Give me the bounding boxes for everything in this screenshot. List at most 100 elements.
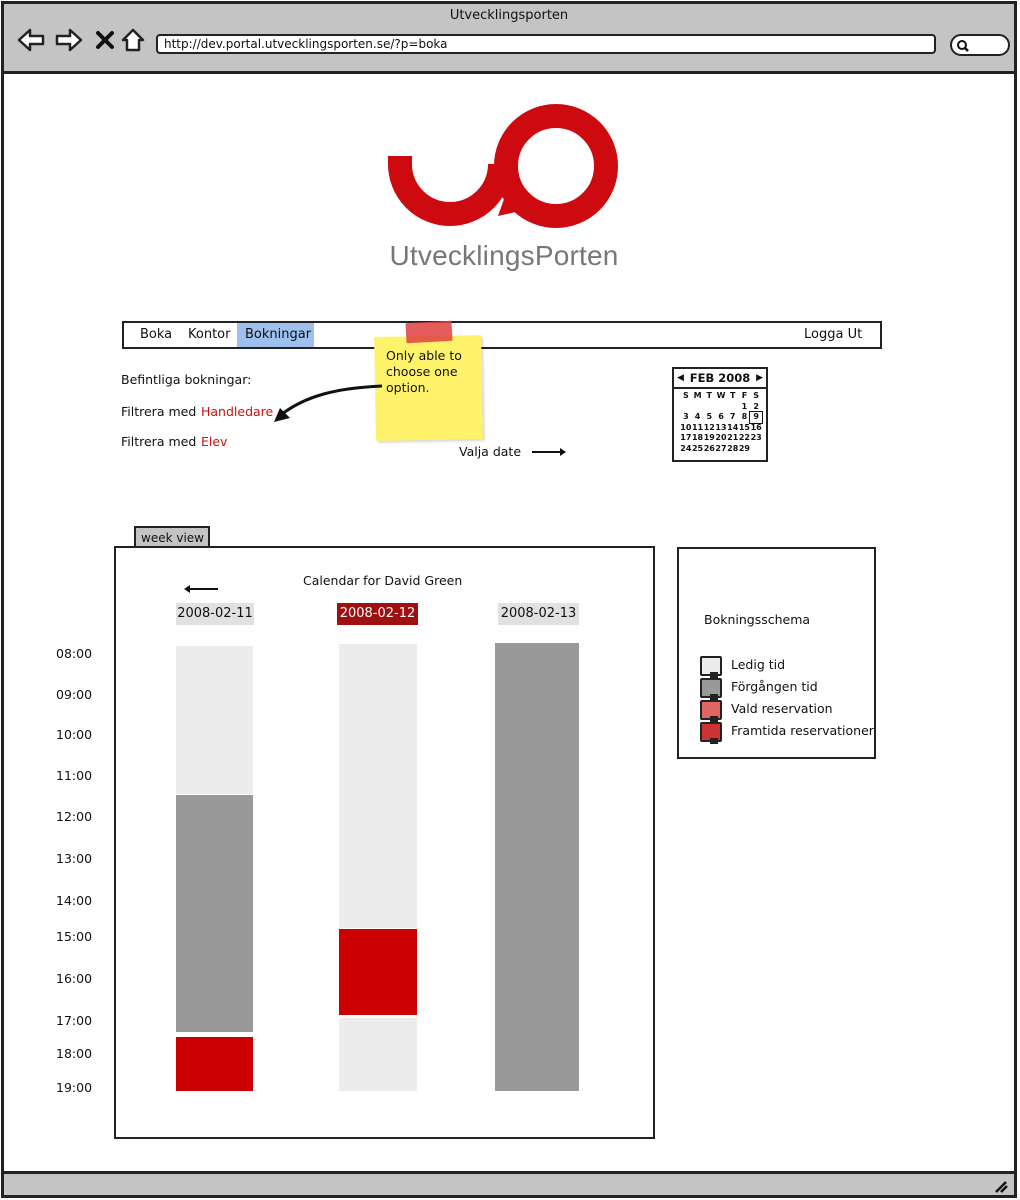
date-header-2[interactable]: 2008-02-12 — [337, 603, 418, 625]
calendar-grid: S M T W T F S 1 2 3 4 5 6 7 8 9 10 11 12 13 14 15 16 17 18 19 20 21… — [680, 391, 763, 454]
utvecklingsporten-logo — [388, 104, 618, 228]
calendar-day — [680, 402, 692, 413]
logout-link[interactable]: Logga Ut — [804, 327, 863, 342]
time-label: 12:00 — [56, 809, 93, 824]
next-month-icon[interactable]: ▶ — [756, 373, 763, 383]
time-label: 09:00 — [56, 687, 93, 702]
calendar-day[interactable]: 4 — [694, 412, 701, 421]
time-label: 15:00 — [56, 929, 93, 944]
calendar-month: FEB 2008 — [689, 371, 751, 385]
calendar-day[interactable]: 1 — [741, 401, 748, 411]
slot-vald[interactable] — [339, 929, 417, 1015]
calendar-title: Calendar for David Green — [303, 573, 463, 588]
calendar-day[interactable]: 29 — [738, 443, 750, 453]
arrow-right-icon — [532, 448, 566, 456]
calendar-day[interactable]: 6 — [718, 412, 724, 421]
calendar-day[interactable]: 2 — [753, 401, 759, 411]
calendar-day[interactable]: 25 — [691, 443, 704, 453]
menu-item-boka[interactable]: Boka — [140, 327, 173, 342]
prev-week-arrow-icon[interactable] — [180, 582, 220, 596]
menu-item-bokningar[interactable]: Bokningar — [237, 323, 314, 347]
calendar-day[interactable]: 10 — [680, 422, 692, 432]
window-title: Utvecklingsporten — [449, 8, 569, 23]
calendar-day[interactable]: 20 — [715, 433, 727, 442]
date-header-1[interactable]: 2008-02-11 — [176, 603, 254, 625]
calendar-day[interactable]: 23 — [750, 433, 762, 442]
calendar-day[interactable]: 12 — [703, 422, 715, 432]
time-label: 16:00 — [56, 971, 93, 986]
calendar-day[interactable]: 11 — [691, 422, 704, 432]
slot-framtida[interactable] — [176, 1037, 253, 1091]
sticky-tape — [405, 320, 453, 344]
calendar-day[interactable]: 18 — [691, 433, 704, 442]
legend-label-framtida: Framtida reservationer — [731, 723, 874, 738]
filter-elev-link[interactable]: Elev — [201, 434, 228, 449]
calendar-day[interactable]: 14 — [727, 422, 739, 432]
filter-label-2: Filtrera med — [121, 434, 197, 449]
weekday-label: S — [682, 391, 689, 400]
status-bar — [4, 1171, 1014, 1195]
calendar-day[interactable]: 8 — [741, 412, 748, 421]
back-icon[interactable] — [16, 25, 46, 55]
browser-toolbar: Utvecklingsporten http://dev.portal.utve… — [4, 4, 1014, 74]
slot-forgangen — [176, 795, 253, 1032]
calendar-day[interactable]: 26 — [703, 443, 715, 453]
sticky-note-text: Only able to choose one option. — [386, 348, 462, 395]
search-field[interactable] — [950, 34, 1010, 56]
date-header-3[interactable]: 2008-02-13 — [498, 603, 579, 625]
forward-icon[interactable] — [54, 25, 84, 55]
existing-bookings-label: Befintliga bokningar: — [121, 372, 252, 387]
menu-item-kontor[interactable]: Kontor — [188, 327, 231, 342]
date-picker-calendar[interactable]: ◀ FEB 2008 ▶ S M T W T F S 1 2 3 4 5 6 7 8 9 10 11 12 13 14 1… — [672, 367, 768, 462]
slot-ledig[interactable] — [176, 646, 253, 794]
calendar-day[interactable]: 22 — [738, 433, 750, 442]
calendar-day[interactable]: 21 — [727, 433, 739, 442]
legend-label-vald: Vald reservation — [731, 701, 833, 716]
time-label: 10:00 — [56, 727, 93, 742]
calendar-day — [715, 402, 727, 413]
calendar-day[interactable]: 3 — [683, 412, 689, 421]
legend-swatch-framtida — [700, 722, 722, 744]
calendar-day[interactable]: 28 — [727, 443, 739, 453]
choose-date-label: Valja date — [459, 444, 522, 459]
prev-month-icon[interactable]: ◀ — [677, 373, 684, 383]
calendar-day[interactable]: 17 — [680, 433, 692, 442]
calendar-day — [703, 402, 715, 413]
legend-swatch-forgangen — [700, 678, 722, 700]
home-icon[interactable] — [118, 25, 148, 55]
weekday-label: F — [741, 391, 748, 400]
calendar-day[interactable]: 5 — [706, 412, 713, 421]
legend-label-forgangen: Förgången tid — [731, 679, 818, 694]
search-icon — [957, 40, 969, 52]
calendar-day[interactable]: 27 — [715, 443, 727, 453]
legend-title: Bokningsschema — [704, 612, 811, 627]
annotation-arrow-icon — [274, 384, 383, 422]
calendar-day[interactable]: 24 — [680, 443, 692, 453]
resize-grip-icon[interactable] — [992, 1179, 1008, 1193]
weekday-label: W — [716, 391, 726, 400]
time-label: 19:00 — [56, 1080, 93, 1095]
calendar-header: ◀ FEB 2008 ▶ — [674, 369, 766, 389]
slot-ledig[interactable] — [339, 1018, 417, 1091]
calendar-day[interactable]: 13 — [715, 422, 727, 432]
tab-week-view[interactable]: week view — [134, 526, 210, 548]
slot-ledig[interactable] — [339, 644, 417, 928]
calendar-day — [727, 402, 739, 413]
calendar-day[interactable]: 16 — [750, 422, 762, 432]
logo-text: UtvecklingsPorten — [389, 240, 619, 271]
close-icon[interactable] — [90, 25, 120, 55]
calendar-day[interactable]: 9 — [749, 411, 763, 424]
address-bar[interactable]: http://dev.portal.utvecklingsporten.se/?… — [156, 34, 936, 54]
main-menu: Boka Kontor Bokningar Logga Ut — [122, 321, 882, 349]
legend-swatch-vald — [700, 700, 722, 722]
weekday-label: T — [706, 391, 713, 400]
legend-label-ledig: Ledig tid — [731, 657, 786, 672]
calendar-day[interactable]: 19 — [703, 433, 715, 442]
legend-swatch-ledig — [700, 656, 722, 678]
calendar-day[interactable]: 15 — [738, 422, 750, 432]
filter-handledare-link[interactable]: Handledare — [201, 404, 274, 419]
time-label: 18:00 — [56, 1046, 93, 1061]
filter-label-1: Filtrera med — [121, 404, 197, 419]
calendar-day[interactable]: 7 — [729, 412, 736, 421]
